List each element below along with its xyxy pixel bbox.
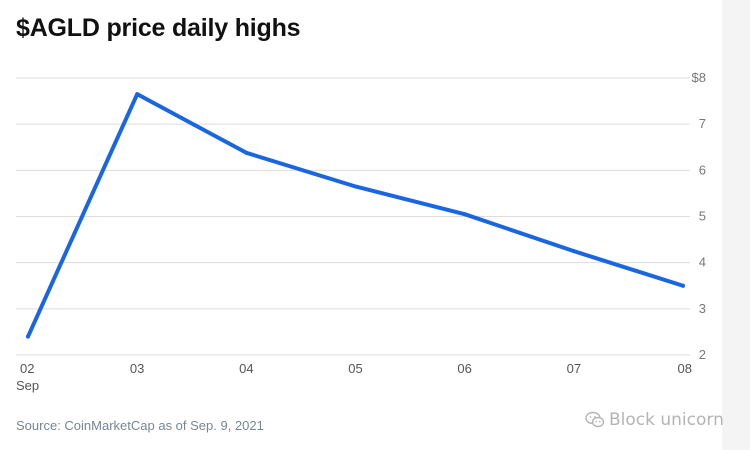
vertical-scrollbar[interactable] (722, 0, 750, 450)
x-tick-label-07: 07 (567, 361, 581, 376)
data-point-02 (26, 334, 30, 339)
wechat-icon (585, 411, 605, 428)
data-point-07 (571, 249, 576, 254)
y-tick-label-5: 5 (699, 209, 706, 224)
x-tick-sublabel: Sep (16, 378, 39, 393)
watermark: Block unicorn (585, 410, 724, 430)
series-line-0 (26, 92, 685, 339)
series-layer (26, 92, 685, 339)
data-point-03 (135, 92, 140, 97)
y-axis-ticks: $8 7 6 5 4 3 2 (692, 70, 706, 362)
x-tick-label-04: 04 (239, 361, 253, 376)
chart-title: $AGLD price daily highs (16, 14, 301, 42)
x-tick-label-06: 06 (457, 361, 471, 376)
data-point-06 (462, 212, 467, 217)
data-point-04 (244, 150, 249, 155)
x-tick-label-08: 08 (678, 361, 692, 376)
data-point-08 (681, 283, 685, 288)
y-tick-label-6: 6 (699, 162, 706, 177)
x-tick-label-03: 03 (130, 361, 144, 376)
y-tick-label-8: $8 (692, 70, 706, 85)
y-tick-label-3: 3 (699, 301, 706, 316)
watermark-text: Block unicorn (609, 410, 724, 430)
source-note: Source: CoinMarketCap as of Sep. 9, 2021 (16, 418, 264, 433)
y-tick-label-2: 2 (699, 347, 706, 362)
scrollbar-thumb[interactable] (731, 10, 741, 410)
y-tick-label-7: 7 (699, 116, 706, 131)
data-point-05 (353, 184, 358, 189)
y-tick-label-4: 4 (699, 255, 706, 270)
x-axis-ticks: 02 03 04 05 06 07 08 Sep (16, 361, 692, 393)
gridlines (16, 77, 690, 356)
x-tick-label-05: 05 (348, 361, 362, 376)
x-tick-label-02: 02 (20, 361, 34, 376)
line-chart: $8 7 6 5 4 3 2 02 03 04 05 06 07 08 Sep (16, 70, 706, 393)
